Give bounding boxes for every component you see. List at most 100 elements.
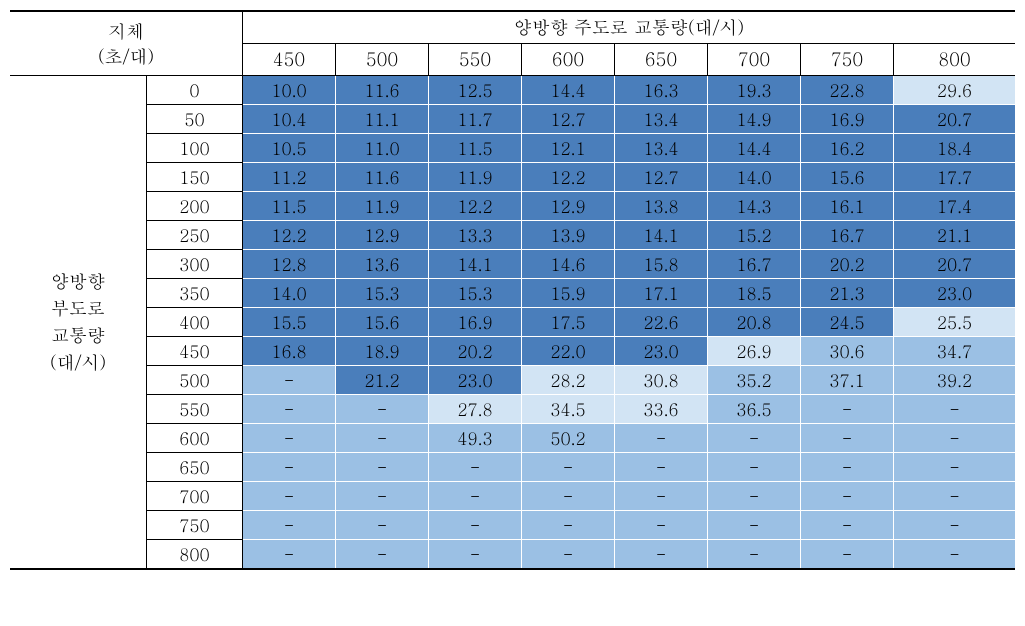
data-cell: 15.3	[336, 279, 429, 308]
data-cell: -	[801, 511, 894, 540]
data-cell: 35.2	[708, 366, 801, 395]
data-cell: 14.1	[429, 250, 522, 279]
data-cell: 13.4	[615, 134, 708, 163]
data-cell: 12.5	[429, 76, 522, 105]
data-cell: 28.2	[522, 366, 615, 395]
data-cell: 12.2	[243, 221, 336, 250]
data-cell: -	[615, 482, 708, 511]
data-cell: 12.9	[336, 221, 429, 250]
data-cell: -	[243, 424, 336, 453]
data-cell: 15.3	[429, 279, 522, 308]
data-cell: 11.1	[336, 105, 429, 134]
data-cell: -	[708, 511, 801, 540]
data-cell: 11.6	[336, 76, 429, 105]
data-cell: -	[894, 511, 1015, 540]
data-cell: -	[708, 540, 801, 570]
row-group-line: 양방향	[51, 269, 105, 294]
data-cell: 30.6	[801, 337, 894, 366]
data-cell: 23.0	[429, 366, 522, 395]
row-header: 700	[146, 482, 242, 511]
data-cell: 14.4	[522, 76, 615, 105]
data-cell: 15.5	[243, 308, 336, 337]
header-corner: 지체 (초/대)	[10, 11, 243, 76]
row-group-line: 교통량	[51, 323, 105, 348]
data-cell: -	[243, 511, 336, 540]
data-cell: 50.2	[522, 424, 615, 453]
data-cell: -	[429, 453, 522, 482]
row-header: 250	[146, 221, 242, 250]
data-cell: 14.6	[522, 250, 615, 279]
row-group-line: 부도로	[51, 296, 105, 321]
data-cell: -	[894, 482, 1015, 511]
data-cell: 15.8	[615, 250, 708, 279]
data-cell: 13.4	[615, 105, 708, 134]
data-cell: -	[336, 482, 429, 511]
data-cell: 18.5	[708, 279, 801, 308]
data-cell: 15.6	[801, 163, 894, 192]
traffic-table: 지체 (초/대) 양방향 주도로 교통량(대/시) 45050055060065…	[10, 10, 1015, 570]
data-cell: -	[708, 453, 801, 482]
row-header: 400	[146, 308, 242, 337]
data-cell: 13.3	[429, 221, 522, 250]
data-cell: 16.7	[708, 250, 801, 279]
row-header: 200	[146, 192, 242, 221]
data-cell: 11.7	[429, 105, 522, 134]
data-cell: 16.8	[243, 337, 336, 366]
row-header: 0	[146, 76, 242, 105]
data-cell: 15.9	[522, 279, 615, 308]
header-corner-line2: (초/대)	[98, 44, 154, 69]
data-cell: 19.3	[708, 76, 801, 105]
row-header: 350	[146, 279, 242, 308]
data-cell: 11.5	[243, 192, 336, 221]
data-cell: 16.9	[429, 308, 522, 337]
data-cell: 16.1	[801, 192, 894, 221]
data-cell: 33.6	[615, 395, 708, 424]
data-cell: 18.4	[894, 134, 1015, 163]
data-cell: 16.7	[801, 221, 894, 250]
data-cell: -	[801, 424, 894, 453]
row-header: 500	[146, 366, 242, 395]
data-cell: 36.5	[708, 395, 801, 424]
data-cell: 22.6	[615, 308, 708, 337]
col-header: 650	[615, 44, 708, 76]
data-cell: -	[801, 540, 894, 570]
data-cell: 20.8	[708, 308, 801, 337]
data-cell: -	[429, 540, 522, 570]
data-cell: 14.9	[708, 105, 801, 134]
col-header: 450	[243, 44, 336, 76]
row-header: 50	[146, 105, 242, 134]
header-top: 양방향 주도로 교통량(대/시)	[243, 11, 1015, 44]
data-cell: 10.5	[243, 134, 336, 163]
row-header: 550	[146, 395, 242, 424]
data-cell: -	[522, 453, 615, 482]
data-cell: 23.0	[894, 279, 1015, 308]
data-cell: 22.8	[801, 76, 894, 105]
row-header: 450	[146, 337, 242, 366]
data-cell: 25.5	[894, 308, 1015, 337]
data-cell: -	[522, 540, 615, 570]
data-cell: 17.4	[894, 192, 1015, 221]
data-cell: 37.1	[801, 366, 894, 395]
data-cell: 29.6	[894, 76, 1015, 105]
data-cell: -	[894, 424, 1015, 453]
data-cell: -	[522, 511, 615, 540]
data-cell: -	[243, 482, 336, 511]
row-header: 750	[146, 511, 242, 540]
data-cell: 13.8	[615, 192, 708, 221]
data-cell: -	[336, 453, 429, 482]
data-cell: 11.5	[429, 134, 522, 163]
row-header: 600	[146, 424, 242, 453]
data-cell: -	[336, 540, 429, 570]
data-cell: 12.2	[429, 192, 522, 221]
data-cell: 17.5	[522, 308, 615, 337]
data-cell: 14.0	[708, 163, 801, 192]
row-header: 800	[146, 540, 242, 570]
data-cell: -	[894, 395, 1015, 424]
data-cell: 10.0	[243, 76, 336, 105]
data-cell: -	[615, 511, 708, 540]
data-cell: 30.8	[615, 366, 708, 395]
data-cell: 15.6	[336, 308, 429, 337]
data-cell: 20.7	[894, 250, 1015, 279]
row-header: 100	[146, 134, 242, 163]
data-cell: -	[243, 453, 336, 482]
